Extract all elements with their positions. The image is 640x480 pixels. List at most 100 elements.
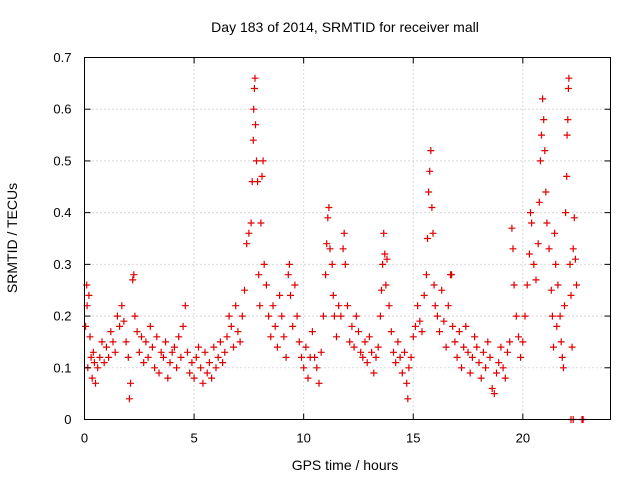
data-point — [571, 255, 579, 263]
data-point — [273, 343, 281, 351]
data-point — [473, 343, 481, 351]
data-point — [515, 333, 522, 341]
data-point — [271, 322, 279, 330]
data-point — [490, 390, 498, 398]
data-point — [509, 245, 517, 253]
data-point — [227, 322, 235, 330]
data-point — [504, 348, 511, 356]
data-point — [221, 348, 229, 356]
data-point — [449, 322, 457, 330]
data-point — [512, 312, 520, 320]
data-point — [148, 343, 156, 351]
data-point — [326, 245, 334, 253]
data-point — [284, 271, 292, 279]
data-point — [287, 291, 294, 299]
data-point — [429, 229, 437, 237]
data-point — [265, 312, 273, 320]
data-point — [428, 204, 436, 211]
data-point — [420, 291, 428, 299]
data-point — [113, 312, 121, 320]
data-point — [486, 353, 494, 361]
data-point — [262, 281, 270, 289]
data-point — [308, 328, 316, 336]
data-point — [184, 348, 191, 356]
data-point — [130, 271, 138, 279]
data-point — [250, 105, 258, 113]
data-point — [86, 333, 94, 341]
data-point — [442, 343, 450, 351]
data-point — [425, 188, 433, 196]
data-point — [245, 229, 253, 237]
data-point — [203, 369, 211, 377]
data-point — [387, 328, 395, 336]
data-point — [94, 364, 102, 372]
y-tick-label: 0.6 — [53, 102, 71, 117]
data-point — [430, 281, 438, 289]
data-point — [488, 385, 496, 392]
x-tick-label: 10 — [296, 431, 310, 446]
axis-ticks: 0 0.1 0.2 0.3 0.4 0.5 0.6 0.7 0 5 10 15 20 — [53, 50, 611, 446]
data-point — [166, 359, 174, 367]
data-point — [554, 281, 562, 289]
data-point — [466, 369, 474, 377]
chart-title: Day 183 of 2014, SRMTID for receiver mal… — [211, 19, 479, 35]
data-point — [337, 312, 345, 320]
data-point — [252, 121, 259, 129]
data-point — [396, 353, 404, 361]
y-tick-label: 0.1 — [53, 360, 71, 375]
data-point — [541, 147, 549, 155]
data-point — [201, 348, 209, 356]
data-point — [341, 260, 349, 268]
data-point — [497, 343, 505, 351]
data-point — [234, 328, 242, 336]
plot-frame — [84, 57, 611, 420]
data-point — [159, 353, 167, 361]
data-point — [436, 328, 443, 336]
data-point — [451, 338, 459, 346]
data-point — [551, 229, 559, 237]
data-point — [282, 353, 290, 361]
data-point — [407, 353, 415, 361]
data-point — [543, 219, 551, 227]
data-point — [374, 343, 382, 351]
data-point — [255, 271, 263, 279]
data-point — [328, 260, 336, 268]
data-point — [276, 291, 284, 299]
data-point — [536, 157, 544, 165]
data-point — [164, 374, 172, 382]
data-point — [559, 364, 567, 372]
data-point — [116, 322, 124, 330]
data-point — [325, 204, 333, 211]
data-point — [499, 364, 507, 372]
data-point — [135, 348, 143, 356]
data-point — [82, 322, 90, 330]
data-point — [405, 364, 413, 372]
data-point — [155, 369, 163, 377]
data-point — [153, 333, 161, 341]
y-tick-label: 0.5 — [53, 153, 71, 168]
data-point — [192, 353, 200, 361]
data-point — [168, 348, 176, 356]
data-point — [569, 245, 577, 253]
data-point — [573, 281, 580, 289]
data-point — [258, 172, 266, 180]
data-point — [247, 219, 255, 227]
data-point — [142, 338, 150, 346]
data-point — [100, 359, 108, 367]
data-point — [254, 178, 262, 186]
data-point — [120, 317, 128, 325]
data-point — [458, 364, 465, 372]
data-point — [563, 131, 571, 139]
data-point — [118, 302, 126, 310]
data-point — [157, 348, 165, 356]
data-point — [344, 302, 351, 310]
data-point — [98, 338, 106, 346]
data-point — [199, 379, 207, 387]
data-point — [403, 379, 411, 387]
data-point — [186, 369, 194, 377]
data-point — [411, 322, 419, 330]
data-point — [250, 85, 258, 92]
data-point — [280, 333, 288, 341]
data-point — [175, 333, 183, 341]
data-point — [151, 364, 159, 372]
